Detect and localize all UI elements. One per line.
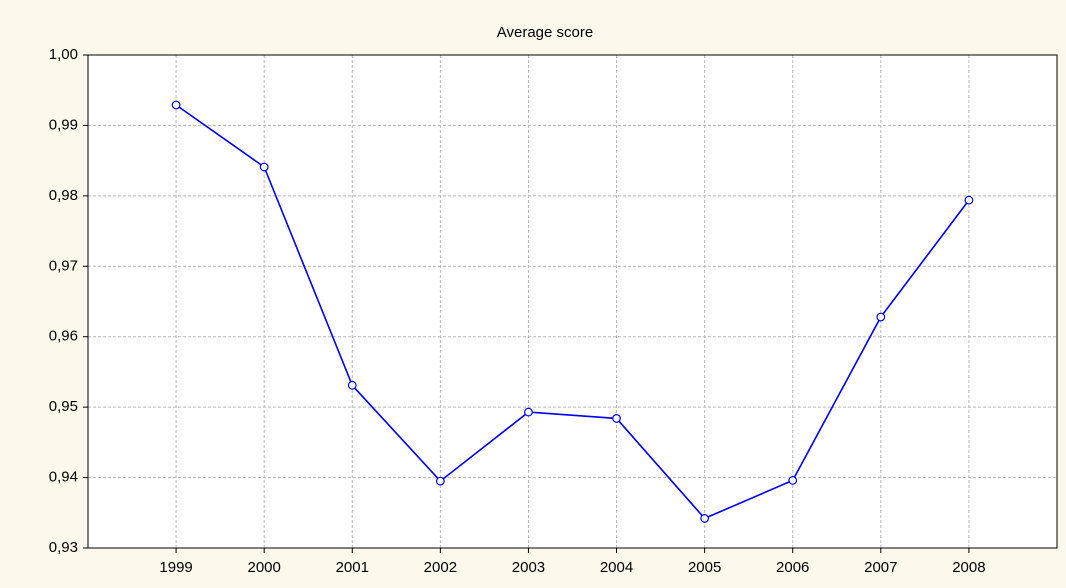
x-tick-label: 2000 (247, 559, 280, 576)
y-tick-label: 1,00 (49, 46, 78, 63)
data-line (175, 104, 970, 520)
data-point (259, 162, 269, 172)
chart-title: Average score (497, 24, 593, 41)
data-point (964, 195, 974, 205)
plot-frame (87, 54, 1058, 549)
x-tick-label: 2004 (600, 559, 633, 576)
x-tick-label: 2006 (776, 559, 809, 576)
data-point (700, 514, 710, 523)
data-point (435, 476, 445, 486)
data-point (171, 100, 181, 110)
data-point (347, 380, 357, 390)
y-tick-label: 0,93 (49, 539, 78, 556)
y-tick-label: 0,97 (49, 257, 78, 274)
x-tick-label: 2001 (336, 559, 369, 576)
y-tick-label: 0,95 (49, 398, 78, 415)
y-tick-label: 0,96 (49, 328, 78, 345)
y-tick-label: 0,94 (49, 469, 78, 486)
y-tick-label: 0,99 (49, 116, 78, 133)
y-tick-label: 0,98 (49, 187, 78, 204)
plot-area (88, 55, 1057, 548)
data-point (876, 312, 886, 322)
x-tick-label: 2002 (424, 559, 457, 576)
x-tick-label: 2003 (512, 559, 545, 576)
x-tick-label: 2007 (864, 559, 897, 576)
x-tick-label: 2008 (952, 559, 985, 576)
x-tick-label: 2005 (688, 559, 721, 576)
x-tick-label: 1999 (159, 559, 192, 576)
data-point (524, 407, 533, 417)
data-point (788, 475, 798, 485)
data-point (612, 414, 621, 423)
